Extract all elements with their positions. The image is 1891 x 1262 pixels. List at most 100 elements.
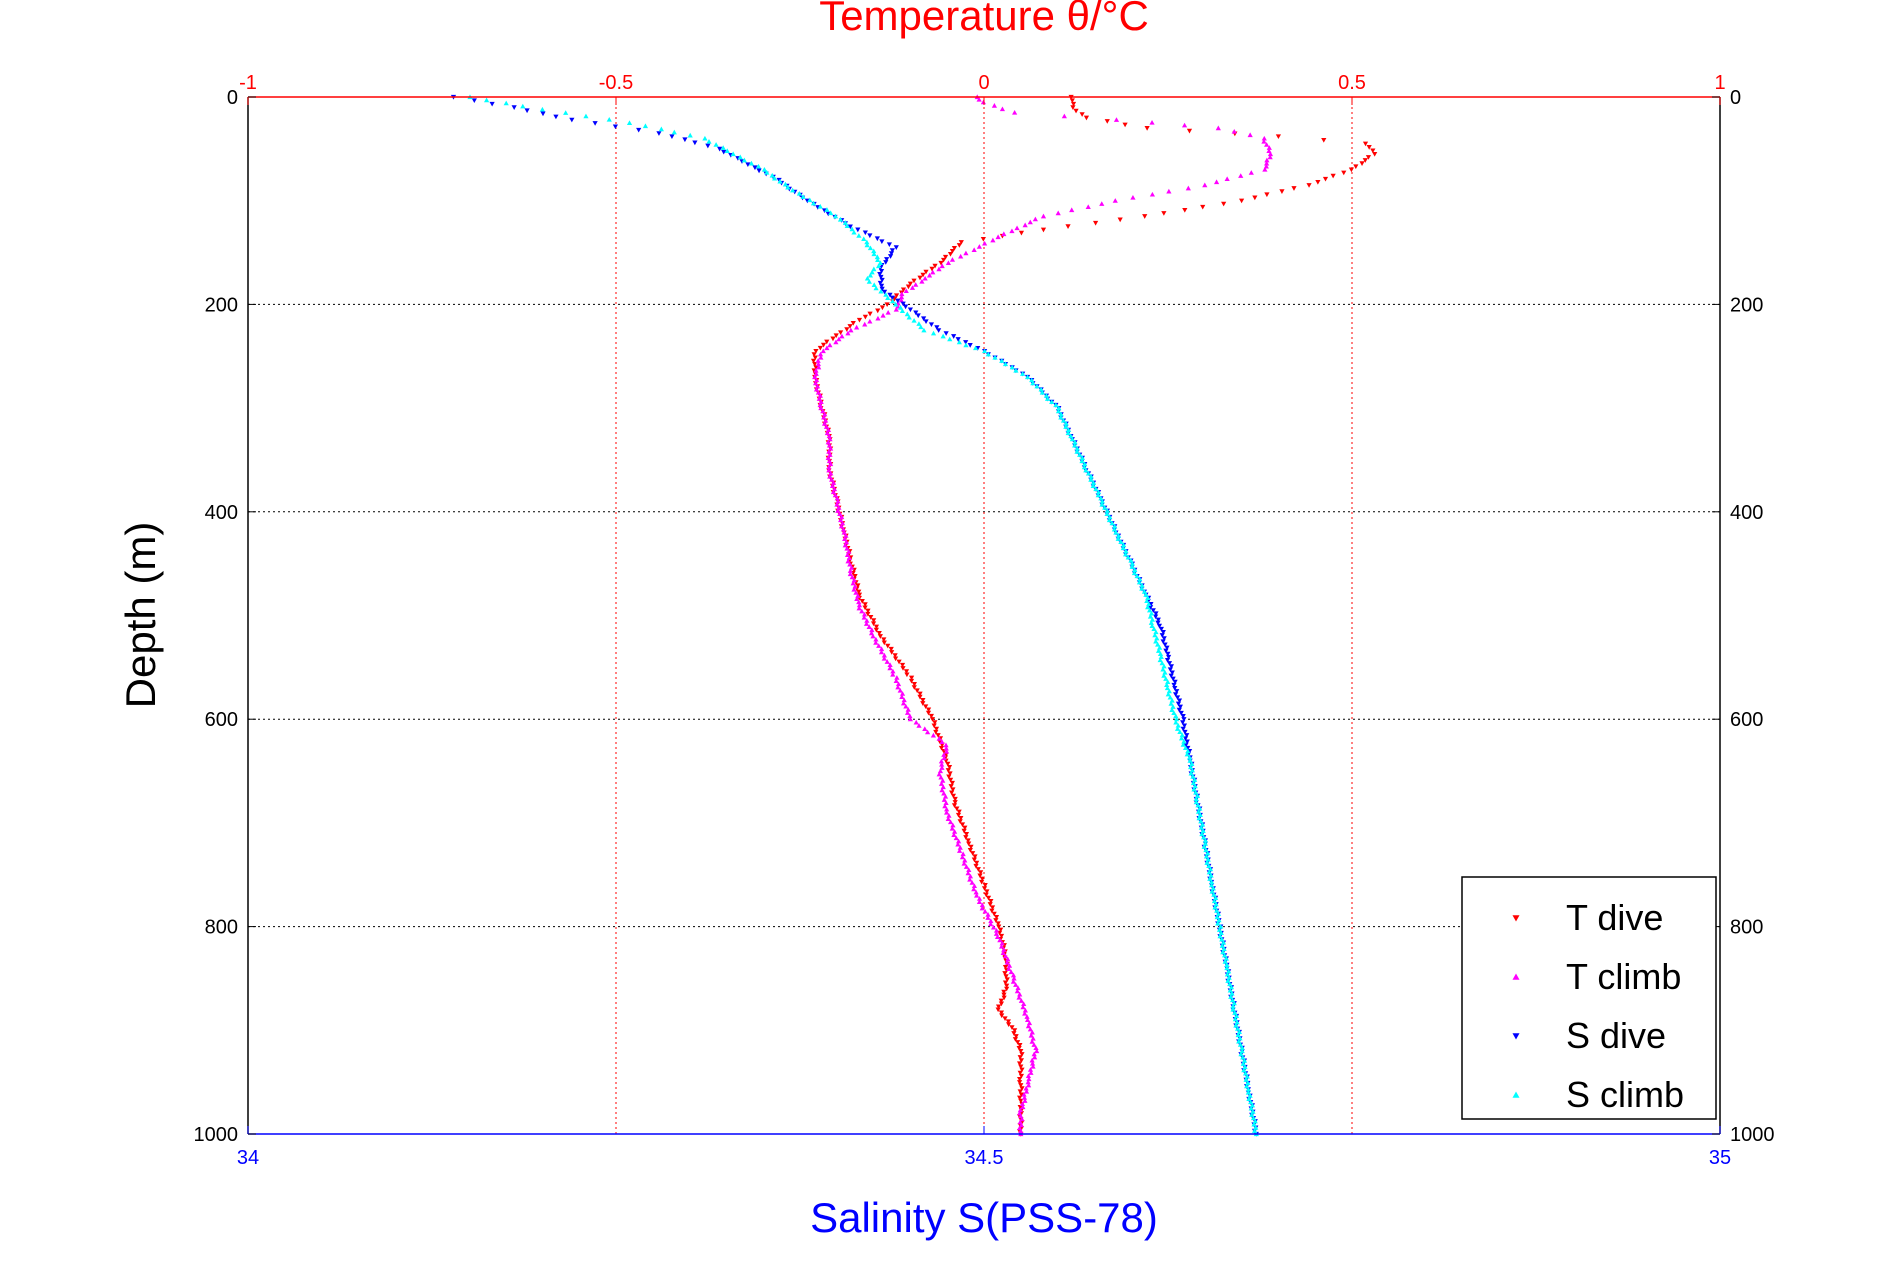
data-point xyxy=(826,467,832,473)
data-point xyxy=(907,713,913,719)
data-point xyxy=(1099,501,1105,507)
data-point xyxy=(1026,1082,1032,1088)
data-point xyxy=(1372,151,1378,157)
data-point xyxy=(1237,1042,1244,1047)
data-point xyxy=(836,336,842,342)
data-point xyxy=(1026,1076,1032,1082)
data-point xyxy=(887,292,893,298)
data-point xyxy=(982,348,988,354)
data-point xyxy=(849,574,855,580)
data-point xyxy=(938,260,944,266)
data-point xyxy=(825,427,832,432)
data-point xyxy=(881,289,888,295)
data-point xyxy=(1166,188,1172,194)
data-point xyxy=(1129,561,1135,566)
data-point xyxy=(859,608,865,614)
data-point xyxy=(1073,108,1079,114)
data-point xyxy=(1004,983,1010,989)
data-point xyxy=(1198,818,1204,824)
data-point xyxy=(932,720,938,725)
data-point xyxy=(1018,998,1024,1003)
data-point xyxy=(1017,1061,1023,1067)
data-point xyxy=(1115,533,1122,538)
data-point xyxy=(897,687,903,693)
data-point xyxy=(879,239,885,245)
data-point xyxy=(1123,548,1129,554)
legend-label: T dive xyxy=(1566,897,1663,938)
data-point xyxy=(511,105,517,110)
data-point xyxy=(1227,987,1233,993)
data-point xyxy=(1247,132,1253,138)
data-point xyxy=(897,305,904,310)
data-point xyxy=(993,918,999,923)
data-point xyxy=(1183,742,1189,748)
data-point xyxy=(947,777,954,783)
data-point xyxy=(946,774,952,780)
data-point xyxy=(837,511,843,516)
data-point xyxy=(979,879,985,885)
data-point xyxy=(612,124,618,130)
data-point xyxy=(1196,815,1202,821)
data-point xyxy=(1306,183,1312,188)
data-point xyxy=(1144,126,1150,131)
data-point xyxy=(930,269,936,275)
data-point xyxy=(950,822,956,828)
data-point xyxy=(873,636,879,642)
data-point xyxy=(877,280,883,286)
data-point xyxy=(503,100,509,106)
data-point xyxy=(1171,682,1177,688)
data-point xyxy=(838,517,844,523)
data-point xyxy=(1152,632,1158,638)
data-point xyxy=(851,586,857,592)
data-point xyxy=(1193,799,1199,805)
data-point xyxy=(1058,411,1064,417)
bottom-tick-label: 34 xyxy=(237,1147,259,1169)
data-point xyxy=(856,317,863,323)
data-point xyxy=(856,233,862,238)
data-point xyxy=(1009,228,1015,234)
data-point xyxy=(998,1010,1005,1016)
data-point xyxy=(925,710,932,716)
data-point xyxy=(911,278,917,284)
data-point xyxy=(995,234,1001,240)
bottom-tick-label: 34.5 xyxy=(965,1147,1004,1169)
data-point xyxy=(818,354,824,360)
data-point xyxy=(951,829,958,834)
data-point xyxy=(875,315,881,321)
data-point xyxy=(1232,1016,1238,1022)
data-point xyxy=(569,117,575,123)
data-point xyxy=(884,659,890,664)
data-point xyxy=(1147,607,1153,613)
data-point xyxy=(1175,701,1182,707)
y-tick-label-right: 0 xyxy=(1730,87,1741,109)
data-point xyxy=(1264,160,1270,166)
data-point xyxy=(909,285,916,290)
data-point xyxy=(961,860,967,866)
data-point xyxy=(1017,1080,1023,1085)
data-point xyxy=(812,355,818,361)
legend-label: T climb xyxy=(1566,956,1681,997)
data-point xyxy=(940,257,947,263)
data-point xyxy=(913,719,919,725)
data-point xyxy=(1191,786,1197,792)
data-point xyxy=(820,408,826,414)
data-point xyxy=(833,339,839,345)
data-point xyxy=(947,819,954,825)
data-point xyxy=(1104,119,1110,124)
data-point xyxy=(1215,920,1221,926)
data-point xyxy=(976,896,983,901)
data-point xyxy=(606,116,612,122)
data-point xyxy=(671,129,677,135)
data-point xyxy=(1049,399,1055,404)
data-point xyxy=(836,505,842,510)
data-point xyxy=(839,520,846,526)
data-point xyxy=(833,333,839,339)
data-point xyxy=(831,486,838,492)
data-point xyxy=(1203,853,1210,859)
data-point xyxy=(837,216,844,222)
data-point xyxy=(669,134,675,140)
series-markers xyxy=(450,94,1378,1137)
data-point xyxy=(991,924,997,930)
data-point xyxy=(873,624,880,630)
data-point xyxy=(1000,950,1006,956)
